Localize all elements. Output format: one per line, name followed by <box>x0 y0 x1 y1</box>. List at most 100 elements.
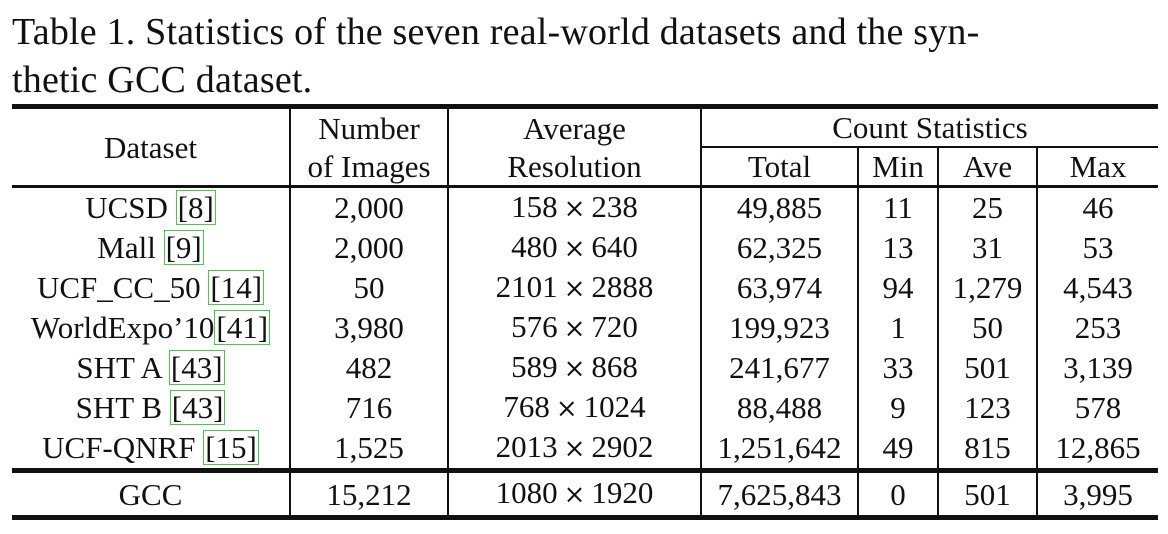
header-row-1: Dataset Number Average Count Statistics <box>12 106 1158 187</box>
header-dataset: Dataset <box>12 106 291 187</box>
table-row: UCSD [8] 2,000 158 × 238 49,885 11 25 46 <box>12 186 1158 228</box>
cell-resolution: 768 × 1024 <box>448 388 702 428</box>
cell-resolution: 1080 × 1920 <box>448 470 702 518</box>
citation-link[interactable]: [43] <box>168 350 225 385</box>
times-symbol: × <box>563 434 586 464</box>
cell-resolution: 589 × 868 <box>448 348 702 388</box>
cell-max: 12,865 <box>1055 430 1141 465</box>
cell-ave: 501 <box>938 470 1038 518</box>
cell-ave: 50 <box>938 308 1038 348</box>
dataset-name: UCF-QNRF <box>42 430 204 465</box>
cell-images: 716 <box>290 388 449 428</box>
res-height: 1080 <box>495 475 558 510</box>
cell-total: 62,325 <box>701 228 859 268</box>
cell-images: 3,980 <box>290 308 449 348</box>
cell-min: 33 <box>858 348 939 388</box>
cell-max: 3,139 <box>1063 350 1133 385</box>
times-symbol: × <box>563 274 586 304</box>
statistics-table: Dataset Number Average Count Statistics … <box>12 104 1158 520</box>
res-height: 480 <box>511 229 558 264</box>
cell-max: 4,543 <box>1063 270 1133 305</box>
cell-dataset: WorldExpo’10[41] <box>12 308 291 348</box>
times-symbol: × <box>563 234 586 264</box>
dataset-name: Mall <box>97 230 164 265</box>
cell-ave: 501 <box>938 348 1038 388</box>
cell-total: 1,251,642 <box>701 428 859 471</box>
cell-resolution: 158 × 238 <box>448 186 702 228</box>
res-width: 720 <box>591 309 638 344</box>
table-row: UCF_CC_50 [14] 50 2101 × 2888 63,974 94 1,279 4,… <box>12 268 1158 308</box>
cell-images: 1,525 <box>290 428 449 471</box>
caption-line-1: Table 1. Statistics of the seven real-wo… <box>12 11 980 53</box>
cell-ave: 123 <box>938 388 1038 428</box>
table-row: UCF-QNRF [15] 1,525 2013 × 2902 1,251,642 49 81… <box>12 428 1158 471</box>
cell-ave: 25 <box>938 186 1038 228</box>
cell-dataset: SHT A [43] <box>12 348 291 388</box>
cell-dataset: UCSD [8] <box>12 186 291 228</box>
cell-max: 46 <box>1082 190 1114 225</box>
cell-min: 0 <box>858 470 939 518</box>
times-symbol: × <box>563 194 586 224</box>
cell-max: 253 <box>1074 310 1122 345</box>
cell-total: 88,488 <box>701 388 859 428</box>
res-width: 868 <box>591 349 638 384</box>
cell-ave: 1,279 <box>938 268 1038 308</box>
res-width: 1024 <box>583 389 646 424</box>
cell-min: 13 <box>858 228 939 268</box>
dataset-name: UCF_CC_50 <box>36 270 209 305</box>
cell-images: 50 <box>290 268 449 308</box>
header-max: Max <box>1069 149 1127 184</box>
caption-line-2: thetic GCC dataset. <box>12 59 313 101</box>
citation-link[interactable]: [8] <box>175 190 216 225</box>
cell-min: 1 <box>858 308 939 348</box>
citation-link[interactable]: [43] <box>169 390 226 425</box>
header-row-2: of Images Resolution Total Min Ave Max <box>12 147 1158 187</box>
table-row: SHT B [43] 716 768 × 1024 88,488 9 123 578 <box>12 388 1158 428</box>
times-symbol: × <box>555 394 578 424</box>
cell-ave: 31 <box>938 228 1038 268</box>
cell-dataset: UCF_CC_50 [14] <box>12 268 291 308</box>
cell-dataset: GCC <box>12 470 291 518</box>
res-height: 576 <box>511 309 558 344</box>
cell-total: 49,885 <box>701 186 859 228</box>
cell-resolution: 2013 × 2902 <box>448 428 702 471</box>
res-height: 2013 <box>495 429 558 464</box>
cell-images: 2,000 <box>290 186 449 228</box>
header-total: Total <box>701 147 859 187</box>
cell-min: 9 <box>858 388 939 428</box>
header-num-images-l2: of Images <box>290 147 449 187</box>
citation-link[interactable]: [9] <box>163 230 204 265</box>
cell-dataset: SHT B [43] <box>12 388 291 428</box>
res-width: 2902 <box>591 429 654 464</box>
cell-total: 7,625,843 <box>701 470 859 518</box>
cell-max: 578 <box>1074 390 1122 425</box>
cell-resolution: 2101 × 2888 <box>448 268 702 308</box>
res-width: 238 <box>591 189 638 224</box>
dataset-name: SHT B <box>75 390 170 425</box>
header-num-images-l1: Number <box>290 106 449 147</box>
cell-dataset: UCF-QNRF [15] <box>12 428 291 471</box>
citation-link[interactable]: [41] <box>214 310 271 345</box>
table-caption: Table 1. Statistics of the seven real-wo… <box>12 8 1158 104</box>
citation-link[interactable]: [14] <box>208 270 265 305</box>
cell-images: 15,212 <box>290 470 449 518</box>
cell-total: 63,974 <box>701 268 859 308</box>
cell-dataset: Mall [9] <box>12 228 291 268</box>
table-row: Mall [9] 2,000 480 × 640 62,325 13 31 53 <box>12 228 1158 268</box>
table-row-gcc: GCC 15,212 1080 × 1920 7,625,843 0 501 3,9… <box>12 470 1158 518</box>
dataset-name: WorldExpo’10 <box>30 310 215 345</box>
times-symbol: × <box>563 314 586 344</box>
res-height: 158 <box>511 189 558 224</box>
res-width: 2888 <box>591 269 654 304</box>
res-width: 1920 <box>591 475 654 510</box>
cell-total: 241,677 <box>701 348 859 388</box>
cell-images: 482 <box>290 348 449 388</box>
cell-min: 94 <box>858 268 939 308</box>
res-height: 2101 <box>495 269 558 304</box>
times-symbol: × <box>563 480 586 510</box>
header-min: Min <box>858 147 939 187</box>
table-row: SHT A [43] 482 589 × 868 241,677 33 501 3,139 <box>12 348 1158 388</box>
citation-link[interactable]: [15] <box>203 430 259 465</box>
header-avg-res-l1: Average <box>448 106 702 147</box>
